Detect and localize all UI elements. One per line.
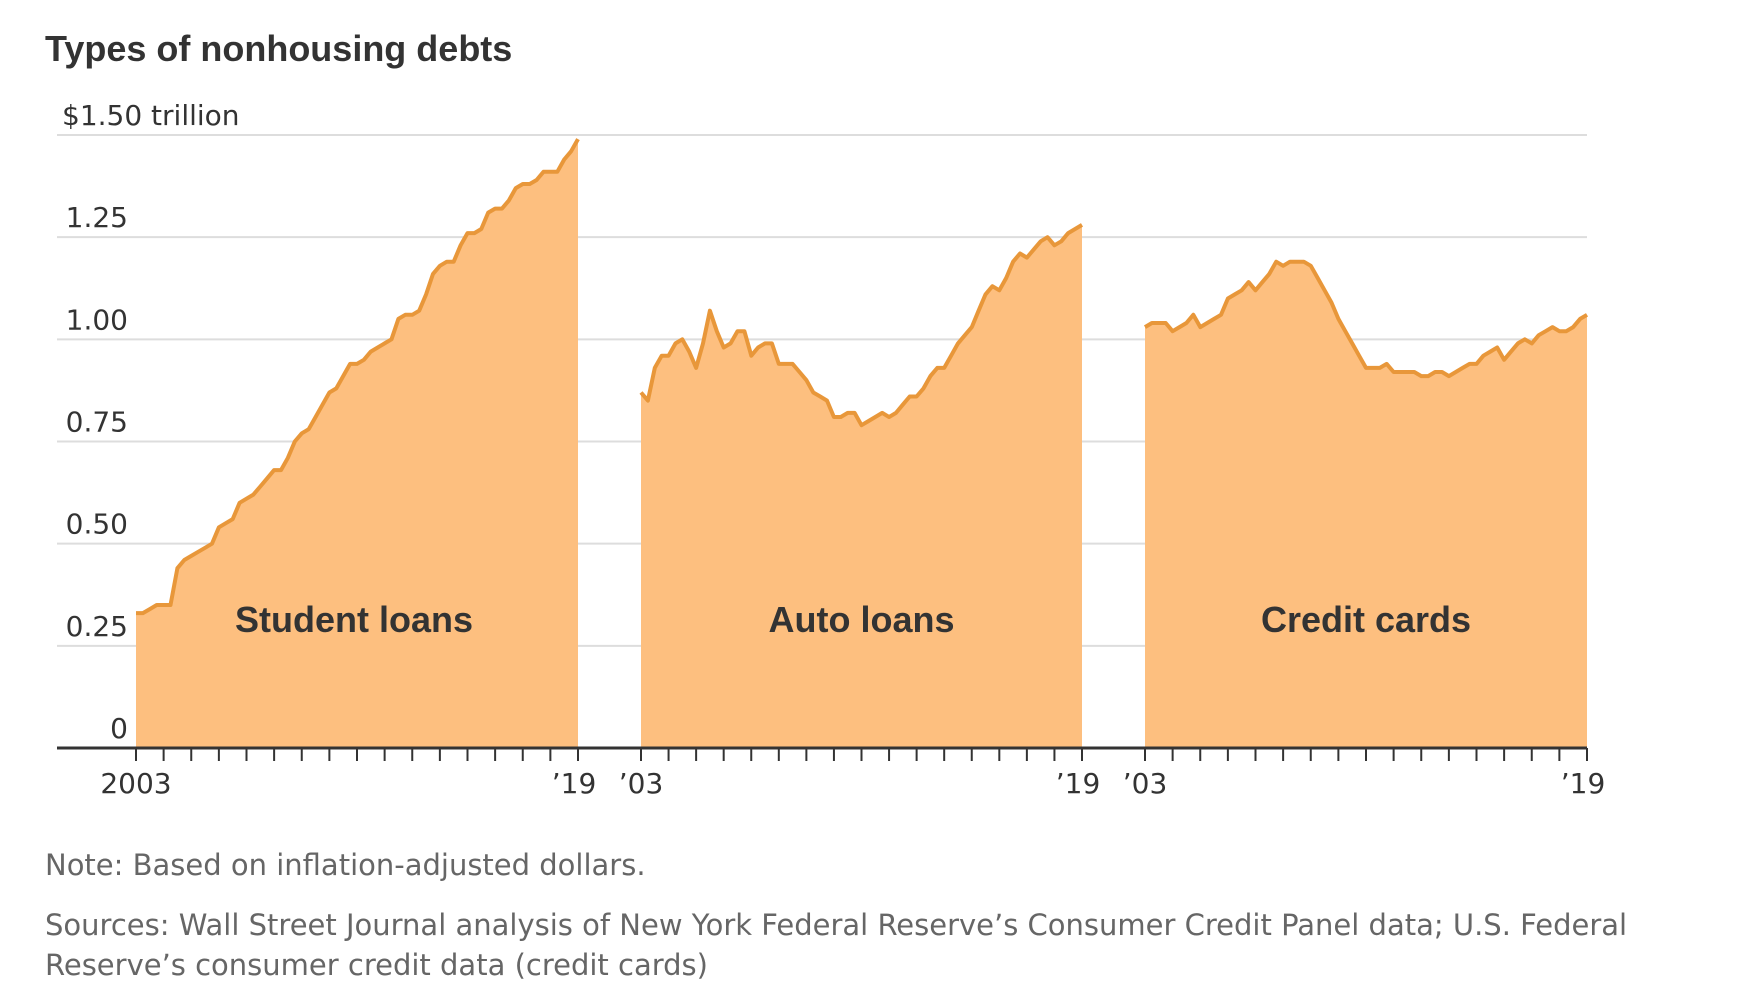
x-tick-label: ’03	[619, 767, 664, 800]
x-tick-label: ’19	[1561, 767, 1606, 800]
x-axis: 2003 ’19 ’03 ’19 ’03 ’19	[57, 746, 1606, 800]
area-fill	[136, 139, 578, 749]
chart-title: Types of nonhousing debts	[45, 28, 513, 69]
y-tick-label: 1.25	[66, 201, 128, 234]
y-tick-label: 0	[110, 712, 128, 745]
area-series	[136, 138, 1589, 749]
y-tick-label: 0.50	[66, 508, 128, 541]
y-tick-label: 1.00	[66, 303, 128, 336]
chart-sources: Sources: Wall Street Journal analysis of…	[45, 908, 1628, 982]
x-tick-label: ’19	[552, 767, 597, 800]
panel-label: Auto loans	[769, 599, 955, 640]
y-tick-label: 0.75	[66, 406, 128, 439]
area-fill	[641, 224, 1082, 748]
panel-labels: Student loans Auto loans Credit cards	[235, 599, 1471, 640]
chart-area: Student loans Auto loans Credit cards 2003…	[57, 99, 1606, 800]
area-fill	[1145, 261, 1587, 748]
y-tick-label: $1.50 trillion	[62, 99, 240, 132]
chart-note: Note: Based on inflation-adjusted dollar…	[45, 848, 646, 882]
series-line	[639, 223, 1084, 428]
panel-label: Credit cards	[1261, 599, 1471, 640]
x-tick-label: ’19	[1056, 767, 1101, 800]
x-tick-label: ’03	[1123, 767, 1168, 800]
x-tick-label: 2003	[100, 767, 171, 800]
series-line	[1143, 259, 1589, 379]
panel-label: Student loans	[235, 599, 473, 640]
y-axis-labels: 0 0.25 0.50 0.75 1.00 1.25 $1.50 trillion	[62, 99, 240, 745]
series-line	[136, 138, 580, 616]
y-tick-label: 0.25	[66, 610, 128, 643]
